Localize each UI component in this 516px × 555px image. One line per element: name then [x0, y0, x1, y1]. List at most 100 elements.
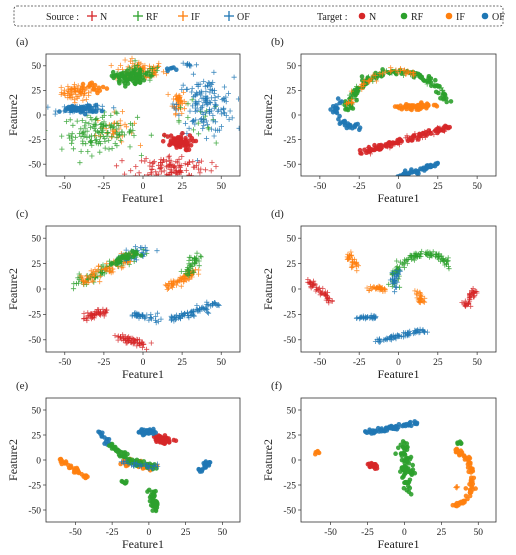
source-point — [394, 258, 400, 264]
source-point — [373, 73, 379, 80]
scatter-points — [328, 65, 454, 176]
source-point — [52, 111, 58, 117]
target-point — [457, 451, 463, 457]
source-point — [123, 247, 129, 253]
source-point — [395, 271, 402, 277]
source-point — [467, 291, 473, 297]
target-point — [134, 76, 139, 81]
source-point — [211, 90, 217, 97]
series-target-if — [57, 456, 90, 481]
source-point — [147, 77, 153, 83]
source-point — [446, 266, 452, 272]
panel-label: (f) — [271, 380, 282, 392]
target-point — [200, 467, 205, 472]
panel-label: (a) — [16, 36, 29, 48]
target-point — [404, 103, 409, 108]
target-point — [104, 86, 110, 91]
source-point — [373, 286, 379, 292]
source-point — [120, 459, 127, 465]
legend-source-of: OF — [224, 11, 250, 23]
source-point — [117, 118, 123, 124]
series-target-n — [151, 433, 179, 446]
source-point — [80, 141, 86, 147]
source-point — [354, 261, 360, 267]
y-tick-label: -25 — [28, 136, 41, 146]
target-point — [150, 431, 156, 437]
source-point — [131, 463, 137, 469]
source-point — [348, 88, 354, 94]
target-point — [93, 109, 99, 114]
source-point — [80, 130, 86, 137]
source-point — [185, 114, 191, 121]
scatter-points — [57, 426, 213, 514]
source-point — [176, 156, 182, 162]
source-point — [74, 95, 80, 101]
source-point — [378, 146, 385, 152]
series-target-rf — [399, 464, 416, 478]
source-point — [139, 174, 140, 176]
source-point — [196, 131, 202, 137]
target-point — [159, 435, 165, 441]
target-point — [408, 419, 413, 425]
target-point — [470, 478, 475, 484]
target-point — [409, 107, 414, 113]
source-point — [121, 335, 127, 341]
source-point — [114, 135, 120, 141]
source-point — [434, 125, 441, 131]
target-point — [151, 503, 157, 509]
legend-dot-marker — [400, 12, 408, 20]
legend-target-rf: RF — [400, 12, 424, 23]
series-source-of — [372, 326, 430, 345]
source-point — [104, 260, 110, 266]
legend-source-if: IF — [178, 11, 200, 23]
source-point — [108, 62, 114, 69]
target-point — [448, 99, 454, 104]
source-point — [410, 134, 416, 140]
panel-label: (d) — [271, 208, 284, 220]
target-point — [150, 508, 155, 513]
source-point — [189, 85, 195, 92]
y-axis-label: Feature2 — [261, 94, 275, 136]
source-point — [88, 140, 94, 146]
panel-e: (e) -50 -25 0 25 50 -50 -25 0 25 50 Feature1 Feature… — [6, 380, 241, 551]
source-point — [141, 314, 148, 320]
source-point — [97, 310, 103, 316]
source-point — [178, 268, 184, 274]
source-point — [147, 159, 153, 165]
source-point — [85, 313, 91, 319]
source-point — [415, 254, 421, 260]
source-point — [213, 102, 219, 108]
source-point — [114, 126, 120, 132]
scatter-points — [305, 248, 480, 345]
target-point — [433, 102, 439, 108]
target-point — [140, 432, 146, 438]
target-point — [135, 79, 141, 85]
scatter-points — [70, 244, 222, 352]
series-source-n — [112, 332, 154, 352]
source-point — [93, 132, 99, 138]
source-point — [139, 245, 145, 251]
source-point — [345, 99, 351, 106]
source-point — [350, 100, 356, 106]
series-target-if — [392, 100, 440, 113]
target-point — [172, 141, 178, 147]
source-point — [431, 131, 437, 138]
source-point — [365, 144, 371, 151]
source-point — [92, 133, 98, 139]
series-target-if — [450, 446, 478, 509]
source-point — [59, 146, 65, 152]
source-point — [69, 131, 75, 137]
target-point — [91, 86, 97, 91]
source-point — [145, 172, 151, 176]
source-point — [111, 105, 117, 111]
x-tick-label: 25 — [433, 358, 443, 368]
source-point — [347, 92, 353, 98]
source-point — [403, 71, 409, 77]
target-point — [80, 107, 86, 112]
source-point — [165, 154, 171, 160]
source-point — [46, 130, 48, 131]
source-point — [222, 110, 228, 116]
source-point — [210, 118, 216, 124]
x-tick-label: -50 — [314, 182, 327, 192]
source-point — [197, 253, 203, 259]
